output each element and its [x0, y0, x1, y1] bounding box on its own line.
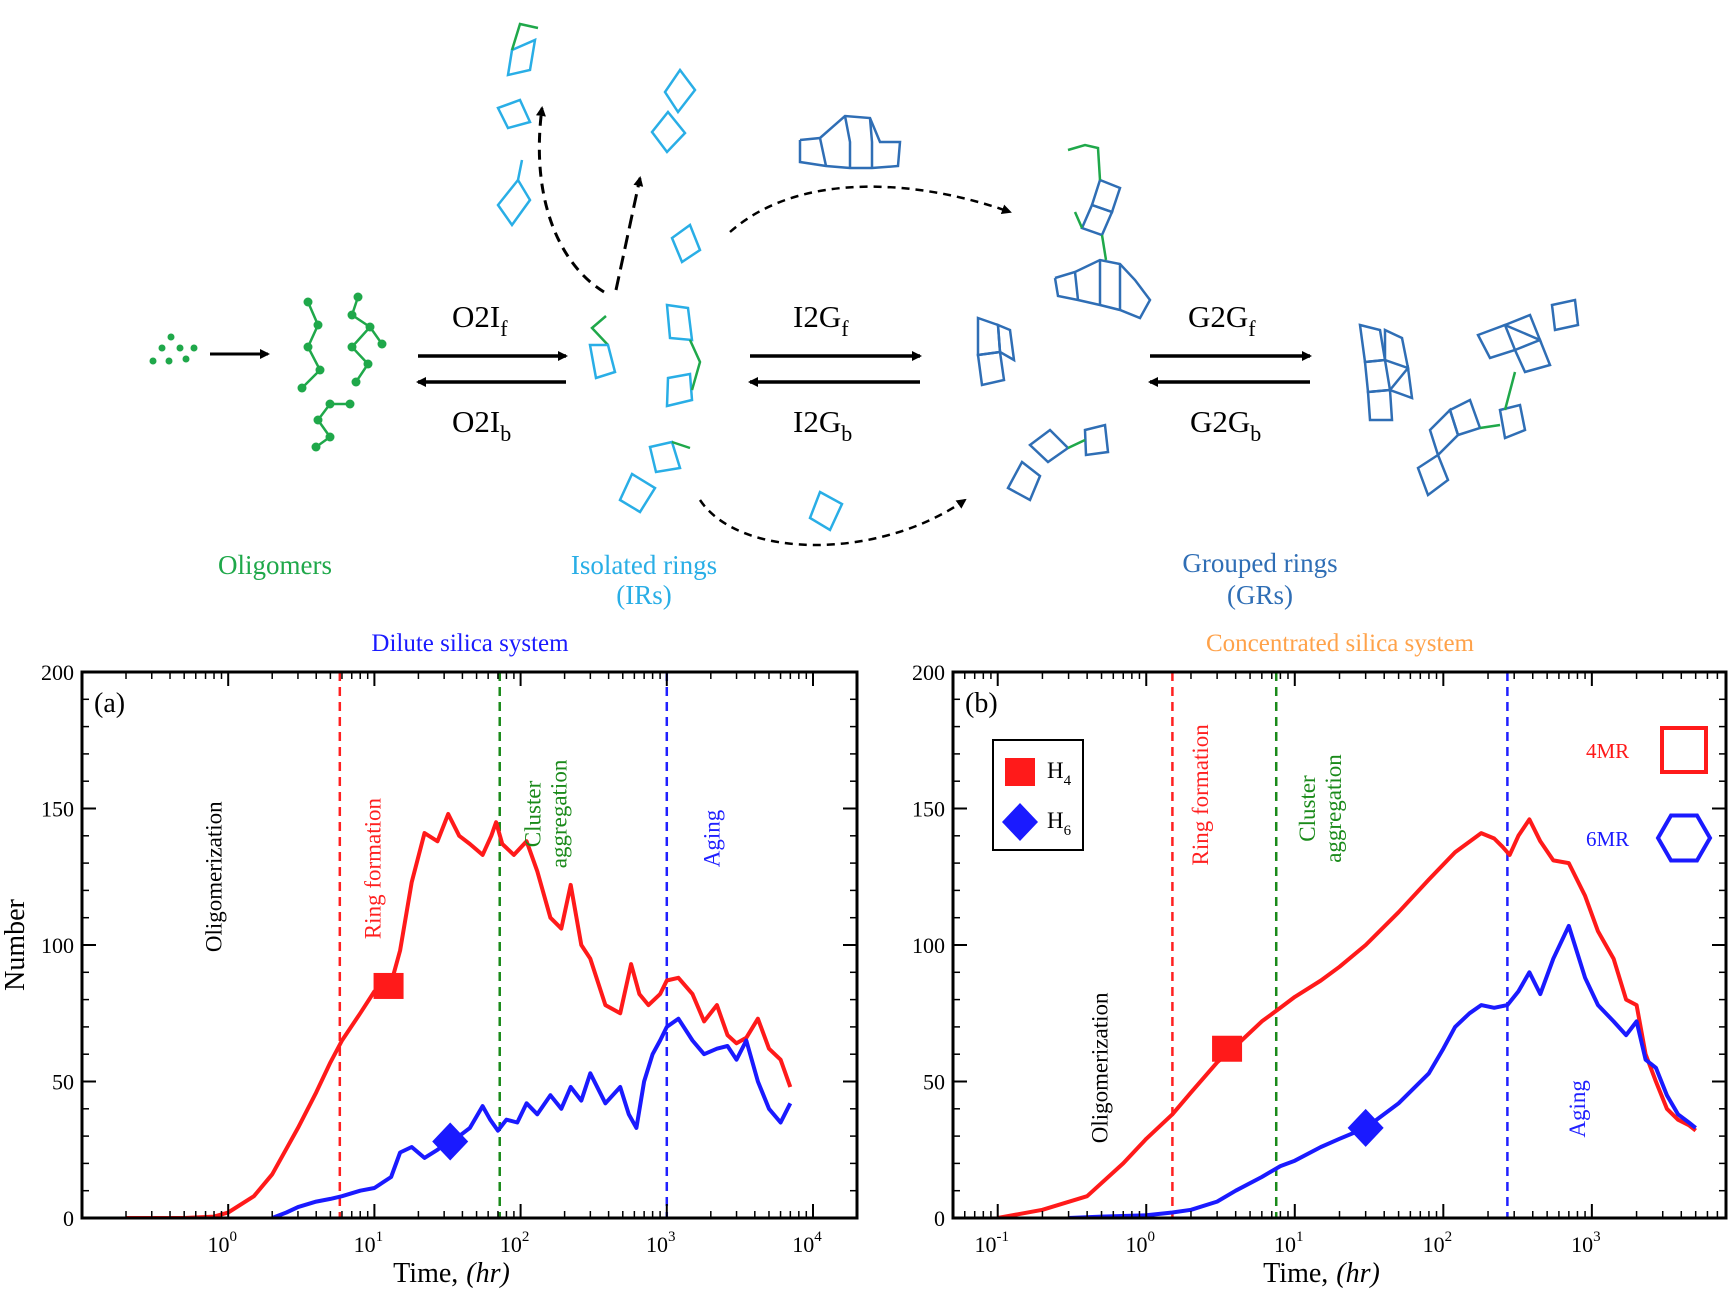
plot-frame — [80, 670, 859, 1220]
isolated-ring-frame — [516, 159, 617, 380]
y-axis-label: Number — [0, 898, 31, 990]
phase-annotation: Clusteraggregation — [1295, 754, 1346, 863]
dashed-arrow-up-right — [614, 176, 644, 291]
g2g-forward-label: G2Gf — [1188, 299, 1256, 341]
phase-annotation: Ring formation — [360, 797, 385, 939]
phase-annotation: Oligomerization — [1088, 992, 1113, 1143]
series-marker-diamond — [432, 1122, 469, 1161]
ring-legend-label: 4MR — [1586, 739, 1629, 763]
g2g-backward-label: G2Gb — [1190, 404, 1261, 446]
phase-annotation: Aging — [1565, 1080, 1590, 1138]
monomer-dots — [149, 333, 198, 365]
x-tick-label: 100 — [207, 1229, 237, 1257]
phase-annotation: Aging — [700, 809, 725, 867]
series-legend: H4 H6 — [992, 739, 1084, 851]
legend-label: H6 — [1047, 808, 1072, 839]
o2i-backward-label: O2Ib — [452, 404, 511, 446]
oligomer-chains — [297, 292, 387, 452]
series-line — [997, 817, 1697, 1218]
phase-annotation: Ring formation — [1188, 724, 1213, 866]
series-line — [126, 812, 793, 1218]
y-tick-label: 150 — [41, 797, 74, 822]
isolated-ring-molecules — [496, 37, 844, 532]
dashed-arrow-bottom-arc — [698, 498, 967, 547]
y-tick-label: 0 — [934, 1206, 945, 1231]
i2g-forward-label: I2Gf — [793, 299, 849, 341]
y-tick-label: 50 — [923, 1070, 945, 1095]
oligomers-label: Oligomers — [218, 550, 332, 580]
series-marker-square — [373, 972, 404, 999]
i2g-backward-label: I2Gb — [793, 404, 852, 446]
ring-legend-label: 6MR — [1586, 827, 1629, 851]
x-axis-label: Time, (hr) — [393, 1258, 510, 1289]
legend-label: H4 — [1047, 758, 1072, 789]
y-tick-label: 150 — [912, 797, 945, 822]
y-tick-label: 200 — [41, 660, 74, 685]
dashed-arrow-top-arc — [729, 185, 1012, 233]
y-tick-label: 50 — [52, 1070, 74, 1095]
phase-annotation: Oligomerization — [202, 801, 227, 952]
isolated-rings-abbrev: (IRs) — [616, 580, 672, 610]
x-tick-label: 102 — [1423, 1229, 1453, 1257]
chart-title: Concentrated silica system — [1206, 630, 1475, 657]
grouped-ring-links — [1067, 143, 1517, 450]
legend-marker-diamond — [1002, 803, 1038, 841]
x-tick-label: 101 — [354, 1229, 384, 1257]
y-tick-label: 100 — [912, 933, 945, 958]
grouped-rings-abbrev: (GRs) — [1227, 580, 1293, 610]
x-tick-label: 103 — [1571, 1229, 1601, 1257]
isolated-rings-label: Isolated rings — [571, 550, 717, 580]
x-tick-label: 102 — [500, 1229, 530, 1257]
phase-annotation: Clusteraggregation — [520, 759, 571, 868]
x-tick-label: 10-1 — [974, 1229, 1009, 1257]
y-tick-label: 100 — [41, 933, 74, 958]
series-marker-square — [1212, 1035, 1243, 1062]
x-tick-label: 100 — [1126, 1229, 1156, 1257]
chart-title: Dilute silica system — [371, 630, 569, 657]
x-axis-label: Time, (hr) — [1263, 1258, 1380, 1289]
y-tick-label: 200 — [912, 660, 945, 685]
x-tick-label: 103 — [646, 1229, 676, 1257]
ring-legend-square-icon — [1660, 726, 1708, 774]
series-line — [1068, 923, 1697, 1218]
series-line — [271, 1016, 793, 1218]
grouped-rings-label: Grouped rings — [1182, 548, 1337, 578]
o2i-forward-label: O2If — [452, 299, 508, 341]
panel-b: Concentrated silica system 0 50 100 150 200 10… — [912, 630, 1728, 1289]
isolated-ring-links — [510, 22, 702, 450]
reaction-scheme: O2If O2Ib — [149, 22, 1580, 610]
series-marker-diamond — [1347, 1108, 1384, 1147]
ring-legend-hexagon-icon — [1655, 813, 1713, 863]
legend-marker-square — [1005, 758, 1035, 786]
x-tick-label: 104 — [792, 1229, 822, 1257]
x-tick-label: 101 — [1274, 1229, 1304, 1257]
panel-label: (a) — [94, 688, 125, 719]
y-tick-label: 0 — [63, 1206, 74, 1231]
panel-a: Dilute silica system 0 50 100 150 200 100 101 10… — [0, 630, 859, 1289]
dashed-arrow-up-left — [536, 106, 605, 294]
panel-label: (b) — [965, 688, 998, 719]
